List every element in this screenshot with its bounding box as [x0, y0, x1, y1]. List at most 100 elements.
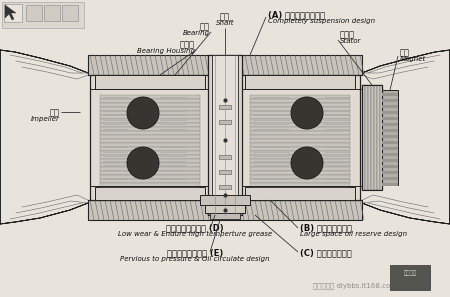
- Text: 磁條: 磁條: [400, 48, 410, 57]
- Text: 图片上传于 diybbs.it168.com: 图片上传于 diybbs.it168.com: [313, 282, 397, 289]
- Circle shape: [127, 147, 159, 179]
- Bar: [362, 85, 364, 190]
- Bar: [250, 111, 350, 115]
- Bar: [250, 103, 350, 107]
- Bar: [4, 4, 22, 22]
- Bar: [250, 151, 350, 154]
- Bar: [205, 205, 245, 213]
- Polygon shape: [362, 50, 450, 224]
- Bar: [382, 171, 398, 174]
- Bar: [100, 95, 200, 99]
- Bar: [100, 111, 200, 115]
- Bar: [100, 151, 200, 154]
- Text: Bearing: Bearing: [183, 30, 210, 36]
- Bar: [382, 90, 398, 185]
- Text: Bearing Housing: Bearing Housing: [137, 48, 195, 54]
- Bar: [250, 131, 350, 135]
- Bar: [371, 85, 373, 190]
- Bar: [245, 187, 355, 200]
- Bar: [212, 55, 238, 215]
- Bar: [382, 165, 398, 168]
- Bar: [100, 175, 200, 178]
- Bar: [26, 5, 42, 21]
- Bar: [90, 75, 210, 200]
- Bar: [382, 129, 398, 132]
- Text: Impeller: Impeller: [31, 116, 60, 122]
- Text: 轴承: 轴承: [200, 22, 210, 31]
- Bar: [250, 119, 350, 122]
- Bar: [100, 179, 200, 182]
- Bar: [219, 170, 231, 174]
- Bar: [100, 167, 200, 170]
- Bar: [250, 167, 350, 170]
- Bar: [208, 55, 242, 215]
- Text: Completely suspension design: Completely suspension design: [268, 18, 375, 24]
- Bar: [100, 139, 200, 143]
- Bar: [100, 103, 200, 107]
- Bar: [62, 5, 78, 21]
- Bar: [250, 183, 350, 187]
- Bar: [250, 95, 350, 99]
- Bar: [100, 155, 200, 159]
- Bar: [250, 107, 350, 110]
- Bar: [374, 85, 377, 190]
- Bar: [362, 85, 382, 190]
- Bar: [44, 5, 60, 21]
- Bar: [250, 147, 350, 151]
- Text: (C) 密閉式保油設計: (C) 密閉式保油設計: [300, 248, 352, 257]
- Bar: [210, 213, 240, 219]
- Bar: [382, 147, 398, 150]
- Bar: [250, 163, 350, 167]
- Bar: [100, 163, 200, 167]
- Bar: [219, 105, 231, 109]
- Bar: [100, 147, 200, 151]
- Bar: [382, 123, 398, 126]
- Text: 矽鋼片: 矽鋼片: [340, 30, 355, 39]
- Bar: [382, 117, 398, 120]
- Bar: [250, 123, 350, 127]
- Text: 轴心: 轴心: [220, 12, 230, 21]
- Bar: [382, 141, 398, 144]
- Bar: [88, 200, 362, 220]
- Bar: [240, 75, 360, 200]
- Polygon shape: [5, 5, 16, 20]
- Bar: [382, 135, 398, 138]
- Text: Magnet: Magnet: [400, 56, 426, 62]
- Bar: [250, 143, 350, 146]
- Bar: [100, 119, 200, 122]
- Bar: [219, 120, 231, 124]
- Bar: [2, 2, 84, 28]
- Bar: [100, 99, 200, 102]
- Bar: [250, 179, 350, 182]
- Text: Shaft: Shaft: [216, 20, 234, 26]
- Bar: [100, 171, 200, 175]
- Bar: [382, 153, 398, 156]
- Bar: [200, 195, 250, 205]
- Bar: [88, 55, 362, 75]
- Polygon shape: [0, 50, 88, 224]
- Bar: [100, 131, 200, 135]
- Bar: [382, 93, 398, 96]
- Bar: [382, 159, 398, 162]
- Bar: [365, 85, 368, 190]
- Bar: [95, 187, 205, 200]
- Text: (B) 大空間儲油設計: (B) 大空間儲油設計: [300, 223, 352, 232]
- Circle shape: [291, 147, 323, 179]
- Text: 低磨耗耐高溫油脂 (D): 低磨耗耐高溫油脂 (D): [166, 223, 224, 232]
- Bar: [382, 177, 398, 180]
- Bar: [100, 159, 200, 162]
- Bar: [245, 75, 355, 89]
- Bar: [250, 159, 350, 162]
- Bar: [100, 183, 200, 187]
- Circle shape: [291, 97, 323, 129]
- Text: Large space oil reserve design: Large space oil reserve design: [300, 231, 407, 237]
- Bar: [382, 183, 398, 186]
- Text: 扇葉: 扇葉: [50, 108, 60, 117]
- Bar: [100, 107, 200, 110]
- Bar: [250, 171, 350, 175]
- Bar: [219, 155, 231, 159]
- Bar: [250, 155, 350, 159]
- Bar: [219, 185, 231, 189]
- Circle shape: [127, 97, 159, 129]
- Bar: [390, 265, 430, 290]
